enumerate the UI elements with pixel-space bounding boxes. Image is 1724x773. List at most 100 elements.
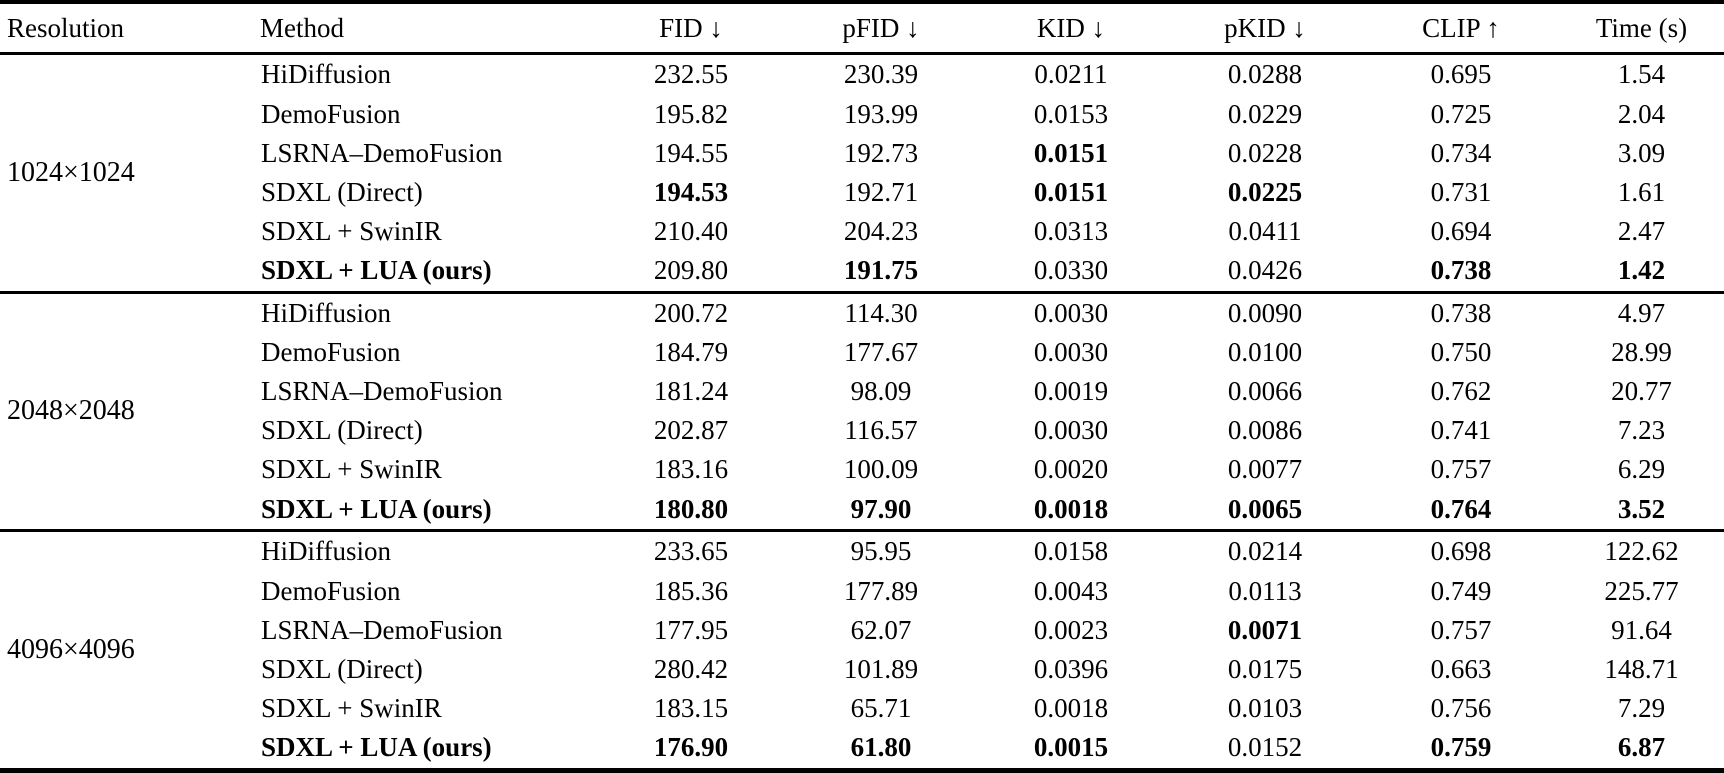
metric-cell: 233.65 xyxy=(595,528,787,572)
metric-cell: 202.87 xyxy=(653,415,729,446)
metric-cell: 0.0152 xyxy=(1227,732,1303,763)
table-row: SDXL + SwinIR 183.16 100.09 0.0020 0.0077 0.7… xyxy=(0,450,1724,489)
metric-cell: 0.0313 xyxy=(1033,215,1109,246)
table-row: SDXL + SwinIR 183.15 65.71 0.0018 0.0103 0.75… xyxy=(0,689,1724,728)
metric-cell: 177.89 xyxy=(843,575,919,606)
metric-cell: 0.0153 xyxy=(1033,98,1109,129)
table-row: DemoFusion 195.82 193.99 0.0153 0.0229 0.725 2… xyxy=(0,95,1724,134)
metric-cell: 116.57 xyxy=(844,415,918,446)
method-cell: SDXL (Direct) xyxy=(261,415,423,446)
metric-cell: 7.29 xyxy=(1617,692,1666,723)
metric-cell: 0.0426 xyxy=(1227,255,1303,286)
metric-cell: 230.39 xyxy=(843,59,919,90)
metric-cell: 101.89 xyxy=(843,653,919,684)
metric-cell: 0.0158 xyxy=(975,528,1167,572)
table-row: DemoFusion 184.79 177.67 0.0030 0.0100 0.750 2… xyxy=(0,333,1724,372)
table-row: LSRNA–DemoFusion 181.24 98.09 0.0019 0.0066 0… xyxy=(0,372,1724,411)
metric-cell: 0.0065 xyxy=(1227,493,1303,524)
metric-cell: 0.749 xyxy=(1430,575,1492,606)
col-header-clip: CLIP ↑ xyxy=(1422,12,1500,43)
metric-cell: 0.725 xyxy=(1430,98,1492,129)
metric-cell: 0.0020 xyxy=(1033,454,1109,485)
metric-cell: 0.0100 xyxy=(1227,337,1303,368)
table-row: SDXL + LUA (ours) 209.80 191.75 0.0330 0.042… xyxy=(0,251,1724,292)
metric-cell: 232.55 xyxy=(653,59,729,90)
metric-cell: 62.07 xyxy=(850,614,912,645)
metric-cell: 194.55 xyxy=(653,137,729,168)
metric-cell: 28.99 xyxy=(1611,337,1672,368)
metric-cell: 0.757 xyxy=(1430,614,1492,645)
method-cell: SDXL (Direct) xyxy=(261,653,423,684)
metric-cell: 0.0330 xyxy=(1033,255,1109,286)
metric-cell: 0.0023 xyxy=(1033,614,1109,645)
metric-cell: 0.0175 xyxy=(1227,653,1303,684)
method-cell: DemoFusion xyxy=(261,575,401,606)
metric-cell: 1.61 xyxy=(1617,176,1666,207)
col-header-pkid: pKID ↓ xyxy=(1224,12,1306,43)
metric-cell: 0.0043 xyxy=(1033,575,1109,606)
metric-cell: 61.80 xyxy=(850,732,912,763)
metric-cell: 177.95 xyxy=(653,614,729,645)
table-row: 2048×2048 HiDiffusion 200.72 114.30 0.0030 0.… xyxy=(0,290,1724,531)
metric-cell: 0.756 xyxy=(1430,692,1492,723)
metric-cell: 0.698 xyxy=(1363,528,1559,572)
metric-cell: 209.80 xyxy=(653,255,729,286)
table-row: DemoFusion 185.36 177.89 0.0043 0.0113 0.749 2… xyxy=(0,572,1724,611)
metric-cell: 3.52 xyxy=(1617,493,1666,524)
metric-cell: 0.0015 xyxy=(1033,732,1109,763)
table-row: LSRNA–DemoFusion 177.95 62.07 0.0023 0.0071 0… xyxy=(0,611,1724,650)
metric-cell: 0.764 xyxy=(1430,493,1492,524)
metric-cell: 204.23 xyxy=(843,215,919,246)
method-cell: DemoFusion xyxy=(261,337,401,368)
metric-cell: 191.75 xyxy=(843,255,919,286)
metric-cell: 0.0151 xyxy=(1033,176,1109,207)
metric-cell: 114.30 xyxy=(787,290,975,334)
method-cell: LSRNA–DemoFusion xyxy=(261,614,503,645)
table-row: SDXL (Direct) 202.87 116.57 0.0030 0.0086 0.7… xyxy=(0,411,1724,450)
resolution-cell: 1024×1024 xyxy=(7,156,135,188)
metric-cell: 91.64 xyxy=(1611,614,1672,645)
metric-cell: 0.0396 xyxy=(1033,653,1109,684)
metric-cell: 0.0086 xyxy=(1227,415,1303,446)
metric-cell: 0.757 xyxy=(1430,454,1492,485)
metric-cell: 0.0211 xyxy=(1034,59,1108,90)
metric-cell: 0.695 xyxy=(1430,59,1492,90)
col-header-pfid: pFID ↓ xyxy=(842,12,920,43)
table-row: LSRNA–DemoFusion 194.55 192.73 0.0151 0.0228… xyxy=(0,134,1724,173)
metric-cell: 195.82 xyxy=(653,98,729,129)
table-row: SDXL + LUA (ours) 180.80 97.90 0.0018 0.0065… xyxy=(0,489,1724,530)
metric-cell: 0.0030 xyxy=(1033,337,1109,368)
metric-cell: 0.0019 xyxy=(1033,376,1109,407)
resolution-cell: 2048×2048 xyxy=(0,290,253,531)
resolution-cell: 4096×4096 xyxy=(0,529,253,771)
metric-cell: 0.0030 xyxy=(1033,415,1109,446)
method-cell: HiDiffusion xyxy=(261,59,392,90)
metric-cell: 194.53 xyxy=(653,176,729,207)
metric-cell: 0.0090 xyxy=(1167,290,1363,334)
metric-cell: 193.99 xyxy=(843,98,919,129)
metric-cell: 0.0018 xyxy=(1033,692,1109,723)
metric-cell: 0.694 xyxy=(1430,215,1492,246)
metric-cell: 148.71 xyxy=(1604,653,1679,684)
metric-cell: 183.15 xyxy=(653,692,729,723)
metric-cell: 0.0214 xyxy=(1167,528,1363,572)
method-cell: SDXL (Direct) xyxy=(261,176,423,207)
metric-cell: 122.62 xyxy=(1559,528,1724,572)
metric-cell: 192.73 xyxy=(843,137,919,168)
metric-cell: 95.95 xyxy=(787,528,975,572)
metric-cell: 1.54 xyxy=(1617,59,1666,90)
metric-cell: 100.09 xyxy=(843,454,919,485)
col-header-time: Time (s) xyxy=(1595,12,1688,43)
metric-cell: 183.16 xyxy=(653,454,729,485)
metric-cell: 0.731 xyxy=(1430,176,1492,207)
method-cell: DemoFusion xyxy=(261,98,401,129)
metric-cell: 176.90 xyxy=(653,732,729,763)
method-cell: LSRNA–DemoFusion xyxy=(261,376,503,407)
metric-cell: 2.47 xyxy=(1617,215,1666,246)
method-cell: SDXL + LUA (ours) xyxy=(261,255,492,286)
method-cell: SDXL + LUA (ours) xyxy=(261,493,492,524)
metric-cell: 0.734 xyxy=(1430,137,1492,168)
table-row: SDXL + LUA (ours) 176.90 61.80 0.0015 0.0152… xyxy=(0,728,1724,771)
col-header-fid: FID ↓ xyxy=(659,12,723,43)
metric-cell: 65.71 xyxy=(850,692,912,723)
